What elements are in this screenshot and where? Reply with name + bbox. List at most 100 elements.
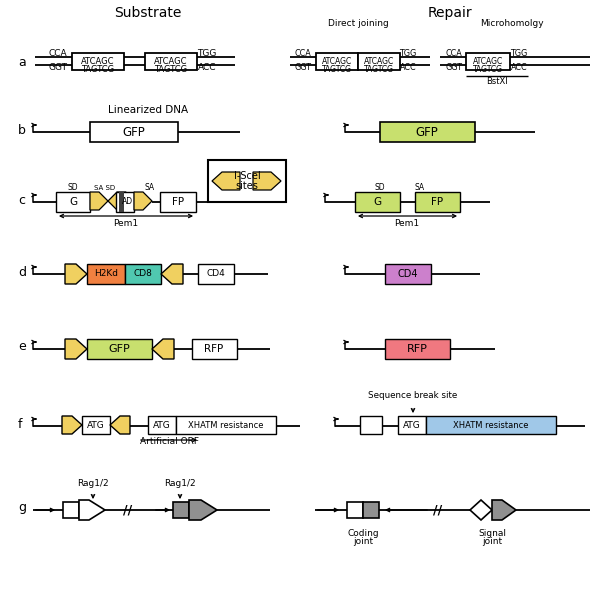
Text: Sequence break site: Sequence break site [368,392,458,401]
Text: c: c [18,194,25,207]
Text: GGT: GGT [49,64,67,72]
Polygon shape [110,416,130,434]
Text: ACC: ACC [511,64,527,72]
Text: CD4: CD4 [206,270,226,279]
Polygon shape [152,339,174,359]
Bar [160,192,196,212]
Text: CCA: CCA [446,49,463,58]
Text: ATG: ATG [87,421,105,429]
Text: XHATM resistance: XHATM resistance [188,421,264,429]
Text: TAGTCG: TAGTCG [82,65,115,74]
Text: I-SceI: I-SceI [233,171,260,181]
Polygon shape [212,172,240,190]
Bar [90,122,178,142]
Text: sites: sites [236,181,259,191]
Bar [415,192,460,212]
Bar [198,264,234,284]
Text: SD: SD [68,184,79,193]
Bar [148,416,176,434]
Text: TGG: TGG [511,49,527,58]
Bar [56,192,90,212]
Text: Pem1: Pem1 [113,220,139,229]
Polygon shape [90,192,108,210]
Bar [360,416,382,434]
Polygon shape [79,500,105,520]
Bar [208,160,286,202]
Text: CD8: CD8 [134,270,152,279]
Bar [63,502,79,518]
Text: ATCAGC: ATCAGC [364,57,394,65]
Text: Microhomolgy: Microhomolgy [480,19,544,28]
Text: ACC: ACC [400,64,416,72]
Text: AD: AD [121,197,133,207]
Text: RFP: RFP [407,344,427,354]
Text: //: // [433,504,443,517]
Text: GGT: GGT [445,64,463,72]
Text: TGG: TGG [197,49,217,58]
Polygon shape [108,192,126,210]
Text: GFP: GFP [122,125,145,138]
Text: TAGTCG: TAGTCG [154,65,188,74]
Bar [176,416,276,434]
Text: joint: joint [353,538,373,547]
Text: Artificial ORF: Artificial ORF [140,438,199,446]
Text: FP: FP [172,197,184,207]
Bar [82,416,110,434]
Text: CCA: CCA [49,49,67,58]
Text: Rag1/2: Rag1/2 [77,478,109,488]
Text: ATCAGC: ATCAGC [154,57,188,65]
Text: g: g [18,501,26,515]
Text: ATCAGC: ATCAGC [473,57,503,65]
Text: GFP: GFP [108,344,130,354]
Polygon shape [65,264,87,284]
Text: ATCAGC: ATCAGC [81,57,115,65]
Bar [145,53,197,70]
Bar [119,192,124,212]
Text: RFP: RFP [205,344,224,354]
Bar [192,339,237,359]
Text: e: e [18,340,26,353]
Text: joint: joint [482,538,502,547]
Polygon shape [470,500,492,520]
Bar [316,53,358,70]
Polygon shape [189,500,217,520]
Text: Linearized DNA: Linearized DNA [108,105,188,115]
Polygon shape [134,192,152,210]
Bar [398,416,426,434]
Text: CCA: CCA [295,49,311,58]
Bar [173,502,189,518]
Text: ATG: ATG [153,421,171,429]
Text: a: a [18,55,26,68]
Polygon shape [62,416,82,434]
Text: BstXI: BstXI [486,78,508,87]
Bar [116,192,134,212]
Text: Coding: Coding [347,530,379,538]
Bar [426,416,556,434]
Text: TAGTCG: TAGTCG [322,65,352,74]
Text: SD: SD [374,184,385,193]
Text: ATCAGC: ATCAGC [322,57,352,65]
Text: b: b [18,124,26,137]
Text: XHATM resistance: XHATM resistance [453,421,529,429]
Text: SA SD: SA SD [94,185,116,191]
Text: TAGTCG: TAGTCG [364,65,394,74]
Text: ACC: ACC [198,64,216,72]
Text: Rag1/2: Rag1/2 [164,478,196,488]
Text: ATG: ATG [403,421,421,429]
Bar [380,122,475,142]
Polygon shape [161,264,183,284]
Text: H2Kd: H2Kd [94,270,118,279]
Text: Repair: Repair [428,6,472,20]
Bar [355,192,400,212]
Bar [72,53,124,70]
Bar [466,53,510,70]
Bar [125,264,161,284]
Bar [87,264,125,284]
Bar [385,339,450,359]
Text: SA: SA [145,184,155,193]
Text: Substrate: Substrate [115,6,182,20]
Text: Signal: Signal [478,530,506,538]
Text: GGT: GGT [295,64,311,72]
Bar [385,264,431,284]
Bar [363,502,379,518]
